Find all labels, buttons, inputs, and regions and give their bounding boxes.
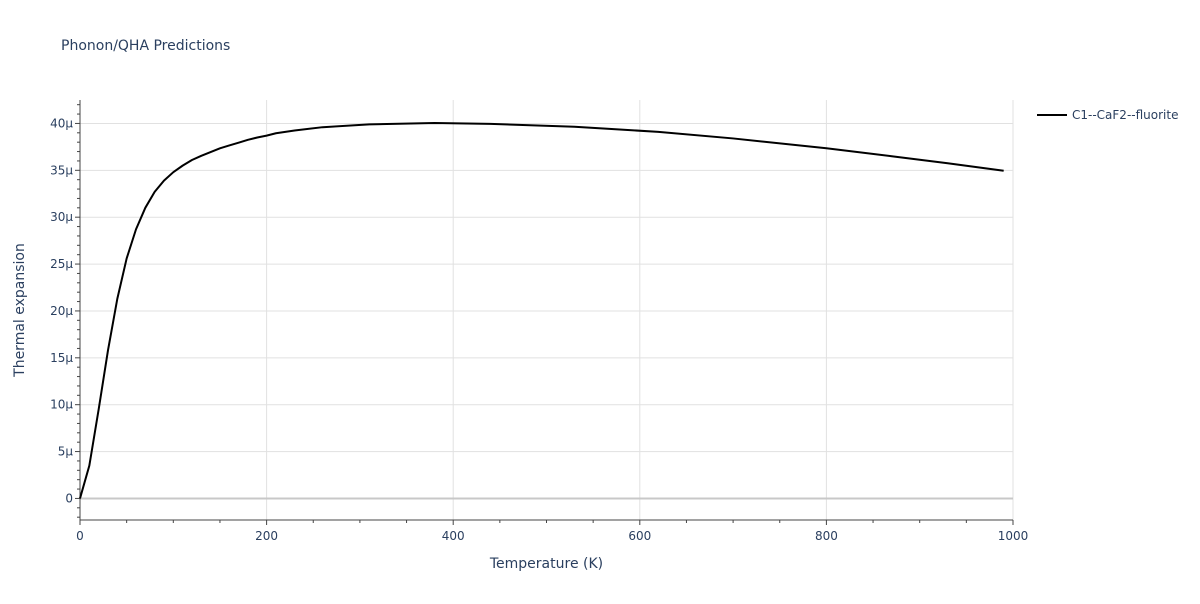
- y-tick-label: 5μ: [58, 445, 74, 459]
- y-tick-label: 20μ: [50, 304, 73, 318]
- axes-layer: 0 200 400 600 800 1000 0 5μ 10μ 15μ 20μ 25μ 30μ 35μ 40…: [50, 100, 1028, 543]
- y-axis-title: Thermal expansion: [12, 243, 28, 378]
- grid-layer: [80, 100, 1014, 520]
- y-tick-label: 35μ: [50, 163, 73, 177]
- series-line: [79, 121, 1004, 499]
- x-tick-label: 600: [628, 529, 651, 543]
- x-axis-title: Temperature (K): [489, 556, 603, 572]
- legend[interactable]: C1--CaF2--fluorite: [1037, 108, 1178, 122]
- series-layer: [79, 121, 1004, 499]
- x-tick-label: 800: [815, 529, 838, 543]
- legend-item-label: C1--CaF2--fluorite: [1072, 108, 1178, 122]
- x-tick-label: 1000: [998, 529, 1029, 543]
- y-tick-label: 40μ: [50, 116, 73, 130]
- y-tick-label: 25μ: [50, 257, 73, 271]
- y-tick-label: 0: [65, 491, 73, 505]
- y-tick-label: 15μ: [50, 351, 73, 365]
- x-tick-label: 200: [255, 529, 278, 543]
- y-tick-label: 30μ: [50, 210, 73, 224]
- chart-title: Phonon/QHA Predictions: [61, 38, 230, 54]
- y-tick-label: 10μ: [50, 398, 73, 412]
- x-tick-label: 400: [442, 529, 465, 543]
- x-tick-label: 0: [76, 529, 84, 543]
